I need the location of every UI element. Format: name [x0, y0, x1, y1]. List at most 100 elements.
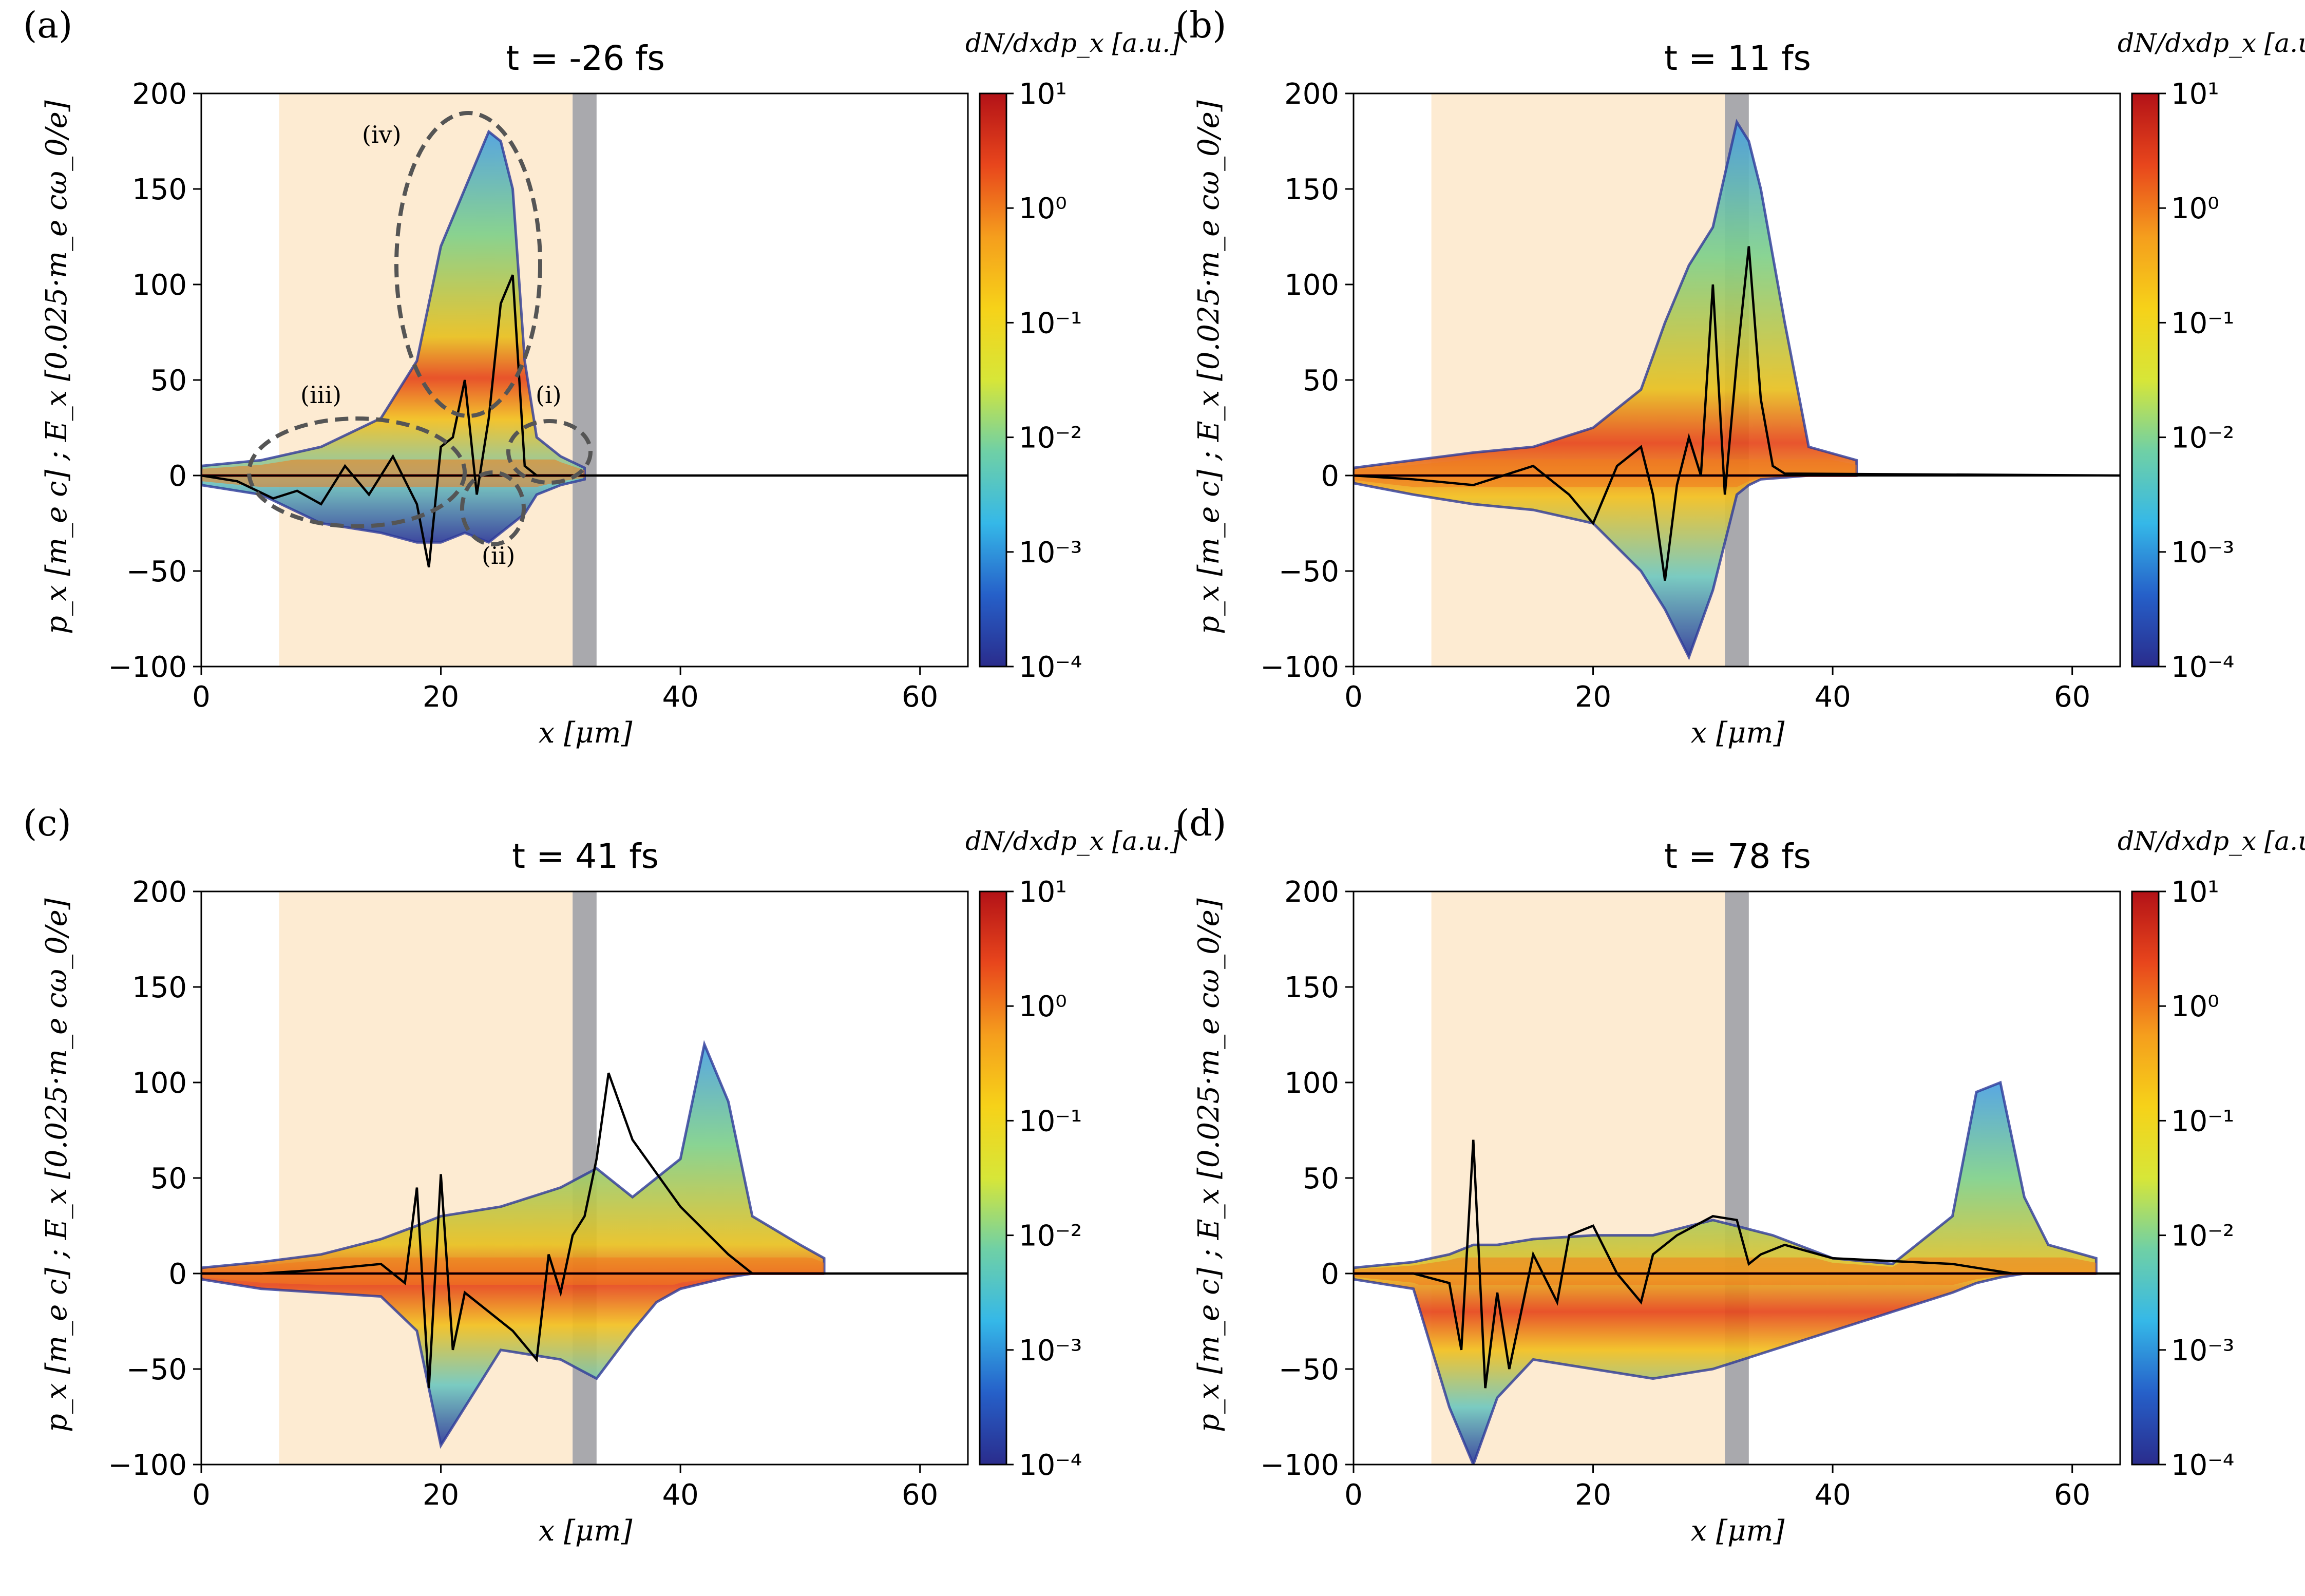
colorbar-tick-label: 10¹: [1019, 78, 1067, 111]
panel-a: (a) t = -26 fs p_x [m_e c] ; E_x [0.025·…: [0, 0, 1180, 798]
y-tick-label: 50: [1303, 1162, 1339, 1195]
colorbar-tick-label: 10⁻⁴: [1019, 651, 1082, 684]
y-tick-label: 100: [132, 1067, 187, 1100]
distribution-band: [1354, 122, 1857, 657]
plot-area: [201, 891, 968, 1465]
y-tick-label: 200: [1284, 78, 1339, 111]
y-tick-label: 200: [132, 78, 187, 111]
colorbar-label: dN/dxdp_x [a.u.]: [2118, 826, 2305, 856]
x-axis-label: x [μm]: [538, 716, 633, 750]
y-tick-label: −50: [1279, 1353, 1339, 1386]
y-tick-label: 50: [150, 364, 187, 397]
chart-plot-c: 0 20 40 60 −100 −50 0 50 100 150 200 10⁻⁴ 10⁻³ 10⁻² 10…: [108, 876, 1082, 1512]
y-tick-label: 100: [1284, 269, 1339, 302]
y-tick-label: 0: [1321, 460, 1339, 493]
target-region: [573, 93, 597, 667]
x-axis-label: x [μm]: [538, 1514, 633, 1548]
colorbar-tick-label: 10⁻⁴: [2171, 1449, 2234, 1482]
y-tick-label: 200: [132, 876, 187, 909]
x-tick-label: 0: [192, 680, 211, 714]
colorbar-frame: [2131, 92, 2160, 668]
colorbar-tick-label: 10⁻³: [2171, 1334, 2234, 1367]
plot-area: [1354, 93, 2120, 667]
x-tick-label: 20: [1575, 1478, 1611, 1512]
x-tick-label: 40: [1814, 1478, 1851, 1512]
y-tick-label: −50: [126, 555, 187, 588]
colorbar-tick-label: 10⁻¹: [2171, 1105, 2234, 1138]
chart-title: t = 78 fs: [1664, 837, 1811, 876]
colorbar: [980, 93, 1006, 667]
y-tick-label: 150: [132, 971, 187, 1004]
y-tick-label: 100: [1284, 1067, 1339, 1100]
y-tick-label: 50: [1303, 364, 1339, 397]
x-tick-label: 60: [902, 1478, 938, 1512]
distribution-band: [201, 1044, 825, 1446]
x-tick-label: 40: [1814, 680, 1851, 714]
plot-area: [201, 93, 968, 667]
y-tick-label: −100: [108, 651, 187, 684]
colorbar-tick-label: 10⁻¹: [1019, 1105, 1082, 1138]
target-region: [1725, 891, 1749, 1465]
chart-title: t = 41 fs: [512, 837, 659, 876]
y-tick-label: 150: [1284, 173, 1339, 206]
field-line: [1354, 246, 2120, 581]
colorbar-tick-label: 10¹: [2171, 876, 2219, 909]
chart-plot-a: 0 20 40 60 −100 −50 0 50 100 150 200 10⁻⁴ 10⁻³ 10⁻² 10…: [108, 78, 1082, 714]
colorbar-tick-label: 10⁰: [1019, 192, 1067, 225]
panel-label: (d): [1175, 802, 1227, 844]
chart-plot-d: 0 20 40 60 −100 −50 0 50 100 150 200 10⁻⁴ 10⁻³ 10⁻² 10…: [1260, 876, 2234, 1512]
colorbar-label: dN/dxdp_x [a.u.]: [965, 826, 1180, 856]
plot-area: [1354, 891, 2120, 1465]
panel-b: (b) t = 11 fs p_x [m_e c] ; E_x [0.025·m…: [1152, 0, 2305, 798]
colorbar-tick-label: 10⁻³: [2171, 536, 2234, 569]
x-tick-label: 0: [1344, 1478, 1363, 1512]
x-tick-label: 40: [662, 1478, 698, 1512]
y-tick-label: 0: [168, 1258, 187, 1291]
colorbar-tick-label: 10⁻⁴: [2171, 651, 2234, 684]
colorbar: [2132, 93, 2159, 667]
colorbar-frame: [979, 890, 1007, 1466]
distribution-core: [1354, 459, 1857, 487]
x-tick-label: 60: [902, 680, 938, 714]
y-tick-label: −100: [108, 1449, 187, 1482]
field-line: [1354, 1139, 2120, 1389]
y-tick-label: −50: [1279, 555, 1339, 588]
colorbar-tick-label: 10⁻²: [2171, 1220, 2234, 1253]
colorbar-label: dN/dxdp_x [a.u.]: [2118, 28, 2305, 58]
colorbar-tick-label: 10¹: [1019, 876, 1067, 909]
panel-c: (c) t = 41 fs p_x [m_e c] ; E_x [0.025·m…: [0, 798, 1180, 1596]
x-axis-label: x [μm]: [1690, 716, 1785, 750]
colorbar-tick-label: 10⁻³: [1019, 536, 1082, 569]
y-tick-label: 200: [1284, 876, 1339, 909]
y-tick-label: −100: [1260, 1449, 1339, 1482]
chart-title: t = -26 fs: [506, 39, 665, 78]
y-tick-label: −50: [126, 1353, 187, 1386]
x-tick-label: 20: [423, 680, 459, 714]
x-tick-label: 60: [2054, 680, 2090, 714]
colorbar-tick-label: 10⁻²: [1019, 1220, 1082, 1253]
colorbar-tick-label: 10¹: [2171, 78, 2219, 111]
distribution-core: [201, 1257, 825, 1285]
colorbar-tick-label: 10⁻²: [1019, 422, 1082, 455]
panel-label: (c): [23, 802, 71, 844]
colorbar-tick-label: 10⁻⁴: [1019, 1449, 1082, 1482]
x-axis-label: x [μm]: [1690, 1514, 1785, 1548]
y-tick-label: 150: [1284, 971, 1339, 1004]
colorbar: [980, 891, 1006, 1465]
colorbar-frame: [2131, 890, 2160, 1466]
chart-plot-b: 0 20 40 60 −100 −50 0 50 100 150 200 10⁻⁴ 10⁻³ 10⁻² 10…: [1260, 78, 2234, 714]
x-tick-label: 40: [662, 680, 698, 714]
y-tick-label: 0: [168, 460, 187, 493]
colorbar: [2132, 891, 2159, 1465]
panel-label: (a): [23, 4, 73, 46]
colorbar-tick-label: 10⁰: [1019, 990, 1067, 1023]
x-tick-label: 20: [1575, 680, 1611, 714]
x-tick-label: 20: [423, 1478, 459, 1512]
panel-label: (b): [1175, 4, 1227, 46]
colorbar-tick-label: 10⁻²: [2171, 422, 2234, 455]
chart-title: t = 11 fs: [1664, 39, 1811, 78]
x-tick-label: 0: [1344, 680, 1363, 714]
colorbar-tick-label: 10⁻¹: [1019, 307, 1082, 340]
y-tick-label: 50: [150, 1162, 187, 1195]
colorbar-tick-label: 10⁰: [2171, 192, 2219, 225]
